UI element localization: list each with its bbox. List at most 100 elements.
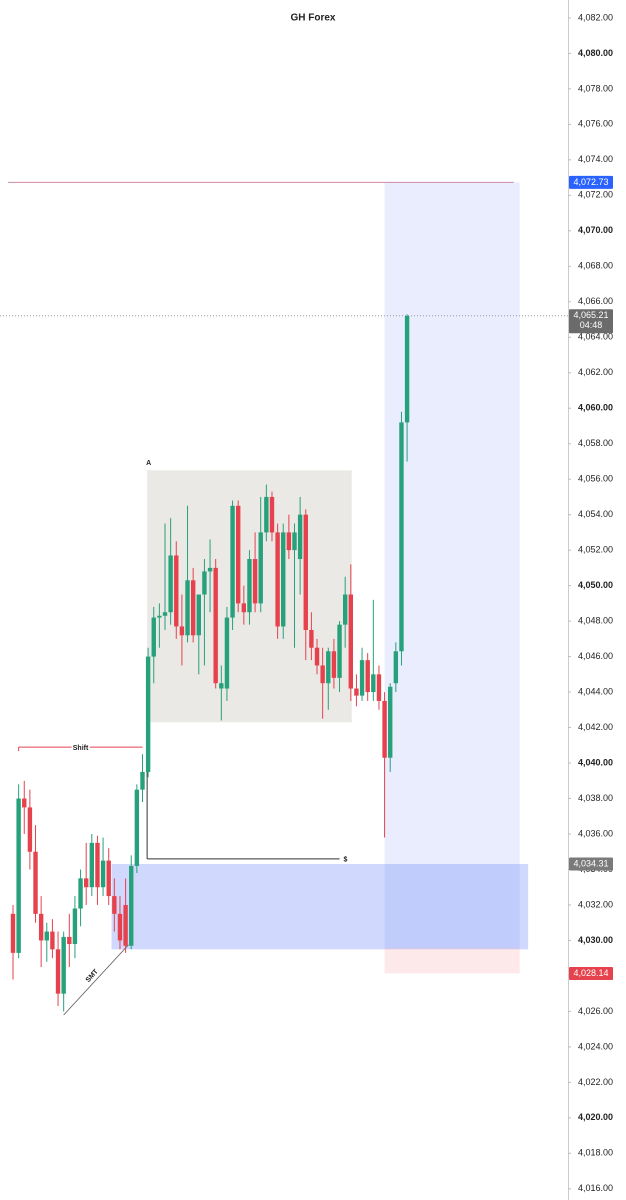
candle-body: [320, 665, 325, 684]
y-tick-label: 4,052.00: [578, 545, 613, 555]
shift-label: Shift: [73, 745, 89, 752]
candle-body: [275, 532, 280, 627]
candle-body: [258, 532, 263, 604]
candle-body: [207, 567, 213, 572]
y-tick-label: 4,070.00: [578, 225, 613, 235]
price-label: 4,028.14: [573, 968, 608, 978]
candle-body: [269, 496, 275, 533]
candle-body: [33, 851, 38, 914]
fvg-zone: [111, 863, 529, 950]
candle-body: [404, 315, 410, 423]
y-tick-label: 4,044.00: [578, 686, 613, 696]
price-label-bg: [569, 309, 613, 334]
y-tick-label: 4,066.00: [578, 296, 613, 306]
profit-zone: [384, 182, 520, 948]
candle-body: [286, 532, 292, 551]
y-tick-label: 4,082.00: [578, 12, 613, 22]
candle-body: [342, 594, 348, 625]
candle-body: [292, 532, 297, 551]
candle-body: [331, 651, 337, 678]
price-label: 4,072.73: [573, 177, 608, 187]
candle-body: [393, 651, 399, 684]
candle-body: [224, 617, 230, 689]
candle-body: [89, 842, 95, 888]
candle-body: [196, 594, 201, 636]
y-tick-label: 4,042.00: [578, 722, 613, 732]
candle-body: [359, 660, 365, 696]
y-tick-label: 4,046.00: [578, 651, 613, 661]
candle-body: [202, 571, 207, 595]
candle-body: [185, 580, 190, 636]
candle-body: [83, 878, 89, 888]
candle-body: [10, 913, 16, 953]
candle-body: [264, 496, 269, 533]
y-tick-label: 4,074.00: [578, 154, 613, 164]
y-tick-label: 4,040.00: [578, 757, 613, 767]
candle-body: [168, 555, 173, 613]
candle-body: [112, 896, 117, 914]
candle-body: [72, 908, 78, 944]
candle-body: [376, 674, 382, 701]
box-label: A: [146, 460, 151, 467]
price-label: 4,034.31: [573, 858, 608, 868]
price-countdown: 04:48: [580, 320, 603, 330]
candle-body: [309, 629, 314, 648]
candle-body: [61, 936, 66, 994]
candle-body: [179, 626, 185, 636]
candle-body: [348, 594, 353, 689]
candle-body: [106, 860, 111, 897]
candle-body: [100, 860, 106, 888]
y-tick-label: 4,022.00: [578, 1077, 613, 1087]
y-tick-label: 4,032.00: [578, 899, 613, 909]
candle-body: [27, 807, 33, 852]
candle-body: [326, 651, 331, 684]
candle-body: [354, 688, 359, 696]
candle-body: [117, 913, 123, 941]
y-tick-label: 4,062.00: [578, 367, 613, 377]
y-tick-label: 4,050.00: [578, 580, 613, 590]
candle-body: [123, 904, 128, 946]
candle-body: [371, 674, 376, 693]
candle-body: [219, 683, 224, 689]
y-tick-label: 4,048.00: [578, 615, 613, 625]
candle-body: [140, 771, 145, 790]
y-tick-label: 4,060.00: [578, 403, 613, 413]
candle-body: [303, 514, 308, 630]
candle-body: [382, 700, 387, 758]
y-tick-label: 4,038.00: [578, 793, 613, 803]
y-tick-label: 4,072.00: [578, 190, 613, 200]
candle-body: [365, 660, 370, 693]
y-tick-label: 4,030.00: [578, 935, 613, 945]
y-tick-label: 4,068.00: [578, 261, 613, 271]
candle-body: [134, 789, 140, 866]
chart-title: GH Forex: [290, 13, 335, 24]
y-tick-label: 4,020.00: [578, 1112, 613, 1122]
y-tick-label: 4,026.00: [578, 1006, 613, 1016]
y-tick-label: 4,054.00: [578, 509, 613, 519]
candle-body: [157, 615, 162, 618]
candle-body: [230, 505, 235, 618]
candle-body: [241, 603, 247, 613]
candle-body: [50, 931, 55, 950]
candle-body: [78, 878, 83, 909]
candle-body: [213, 567, 218, 684]
candle-body: [252, 559, 258, 604]
y-tick-label: 4,018.00: [578, 1148, 613, 1158]
candle-body: [190, 580, 196, 636]
candle-body: [314, 647, 320, 666]
candle-body: [151, 617, 156, 657]
y-tick-label: 4,036.00: [578, 828, 613, 838]
candle-body: [388, 686, 393, 758]
candle-body: [297, 514, 303, 560]
liquidity-label: $: [344, 857, 348, 864]
y-tick-label: 4,076.00: [578, 119, 613, 129]
candle-body: [22, 798, 27, 808]
candle-body: [55, 949, 61, 994]
candle-body: [281, 532, 286, 627]
y-tick-label: 4,016.00: [578, 1183, 613, 1193]
candle-body: [67, 936, 72, 944]
smt-line: [63, 944, 129, 1016]
y-tick-label: 4,080.00: [578, 48, 613, 58]
y-tick-label: 4,078.00: [578, 83, 613, 93]
